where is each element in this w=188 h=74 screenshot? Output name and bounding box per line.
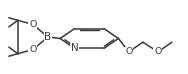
- Text: O: O: [154, 47, 162, 56]
- Text: B: B: [44, 32, 52, 42]
- Text: O: O: [29, 45, 37, 54]
- Text: N: N: [71, 43, 79, 53]
- Text: O: O: [125, 47, 133, 56]
- Text: O: O: [29, 20, 37, 29]
